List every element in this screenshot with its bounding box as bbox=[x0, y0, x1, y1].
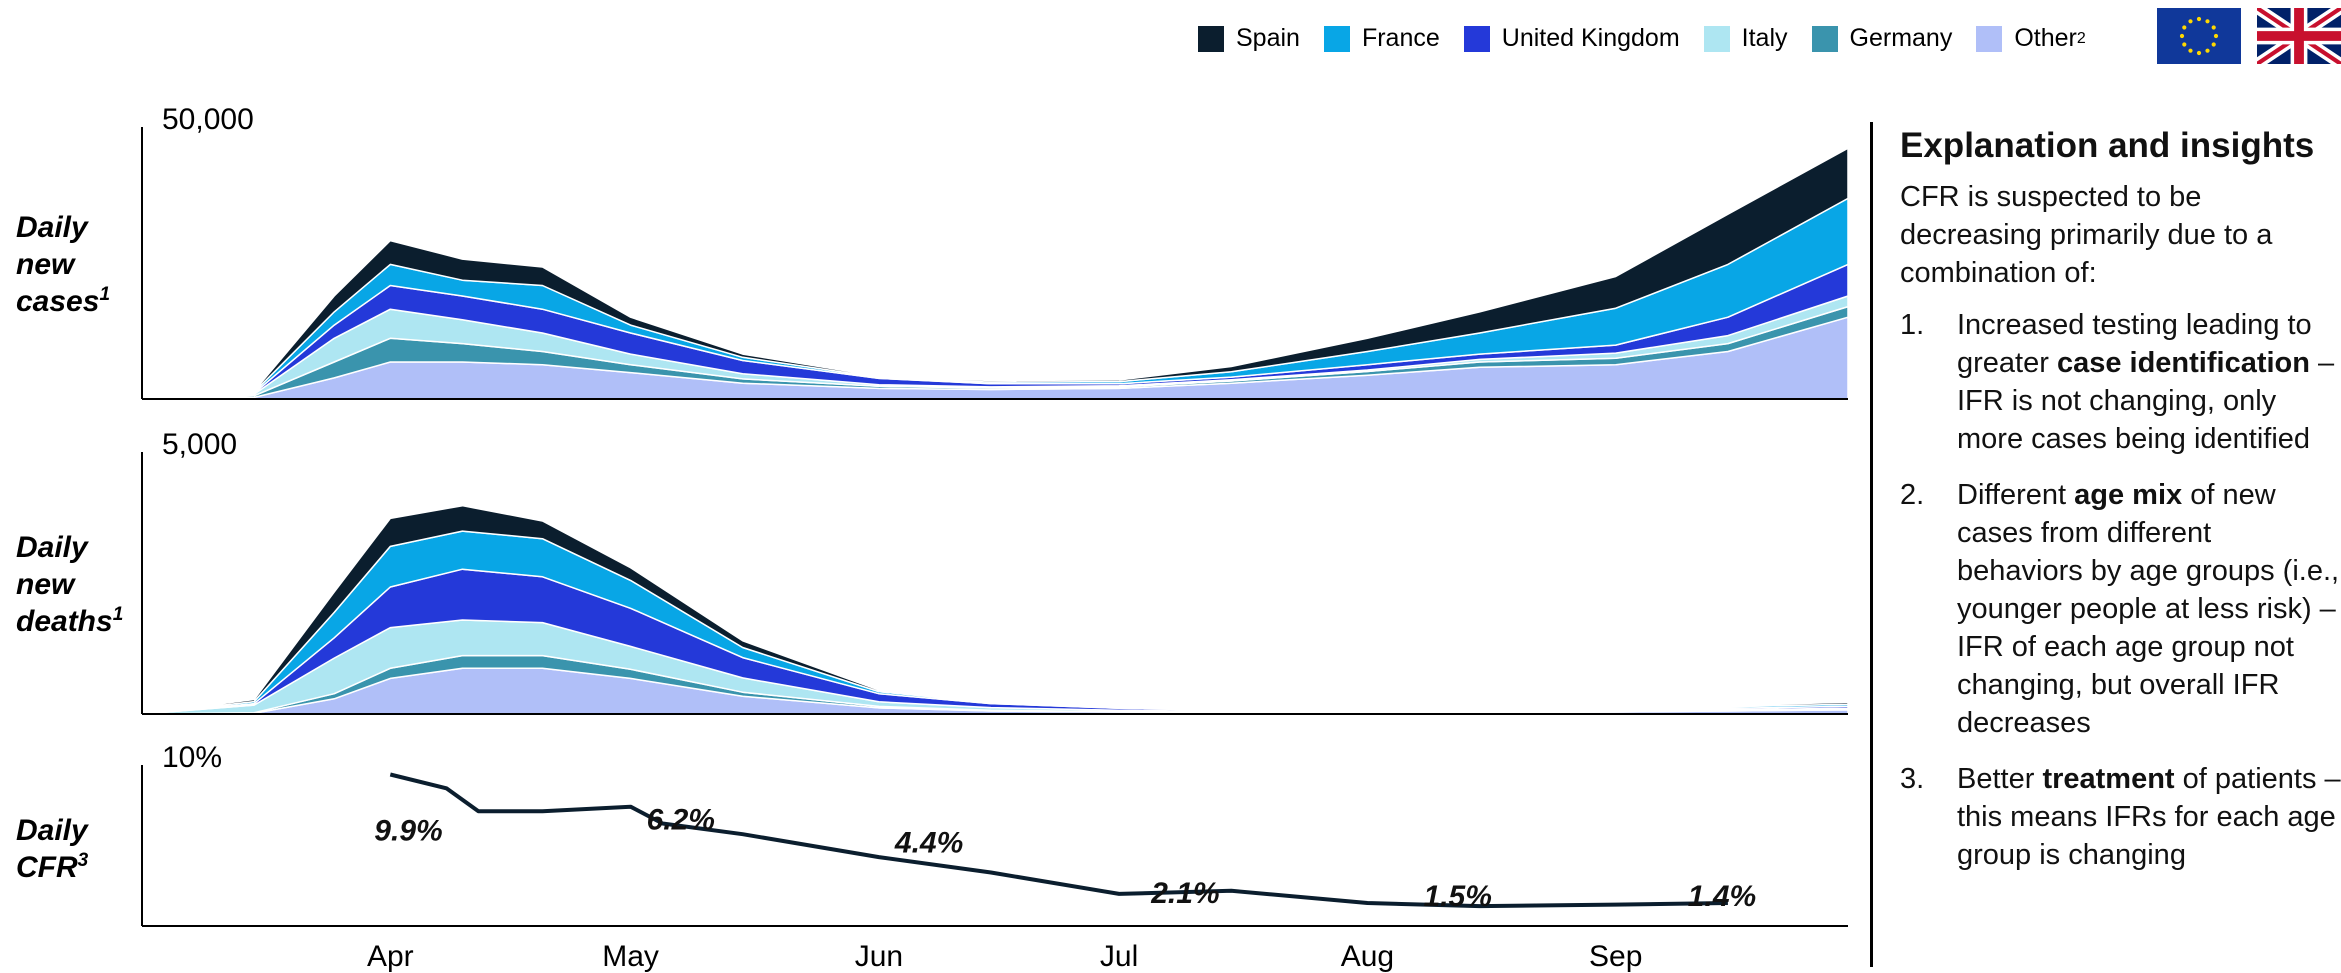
cfr-value-label: 2.1% bbox=[1150, 877, 1219, 910]
insight-text: Better bbox=[1957, 763, 2043, 795]
row-label-cfr-line2: CFR bbox=[16, 851, 78, 884]
legend-item-italy: Italy bbox=[1703, 24, 1788, 53]
insight-number: 1. bbox=[1900, 309, 1925, 341]
legend-label-uk: United Kingdom bbox=[1501, 24, 1680, 52]
insights-list: 1. Increased testing leading to greater c… bbox=[1900, 306, 2341, 874]
legend-swatch-other bbox=[1976, 25, 2003, 52]
legend-item-uk: United Kingdom bbox=[1463, 24, 1680, 53]
legend-swatch-italy bbox=[1703, 25, 1730, 52]
insights-title: Explanation and insights bbox=[1900, 126, 2315, 165]
x-tick-label: May bbox=[602, 940, 659, 973]
insight-item: 1. Increased testing leading to greater c… bbox=[1900, 306, 2341, 458]
row-label-cases: Daily new cases1 bbox=[16, 209, 110, 320]
row-label-cfr-footnote: 3 bbox=[77, 850, 89, 871]
uk-flag-icon bbox=[2257, 8, 2341, 64]
insight-text: of new cases from different behaviors by… bbox=[1957, 479, 2340, 739]
row-label-deaths: Daily new deaths1 bbox=[16, 529, 123, 640]
cfr-value-label: 1.5% bbox=[1424, 880, 1492, 913]
legend-label-france: France bbox=[1361, 24, 1440, 52]
row-label-cfr: Daily CFR3 bbox=[16, 812, 88, 886]
legend-swatch-germany bbox=[1811, 25, 1838, 52]
cfr-value-label: 6.2% bbox=[647, 804, 715, 837]
insights-intro: CFR is suspected to be decreasing primar… bbox=[1900, 181, 2273, 289]
insight-number: 3. bbox=[1900, 763, 1925, 795]
eu-flag-icon bbox=[2157, 8, 2241, 64]
legend-label-other: Other bbox=[2014, 24, 2077, 52]
row-label-cfr-line1: Daily bbox=[16, 814, 88, 847]
area-deaths-spain bbox=[141, 504, 1849, 715]
insight-number: 2. bbox=[1900, 479, 1925, 511]
insight-highlight: case identification bbox=[2056, 347, 2310, 379]
row-label-cases-line3: cases bbox=[16, 285, 100, 318]
row-label-deaths-footnote: 1 bbox=[112, 604, 124, 625]
row-label-cases-line1: Daily bbox=[16, 211, 88, 244]
row-label-cases-footnote: 1 bbox=[99, 284, 111, 305]
row-label-deaths-line2: new bbox=[16, 568, 75, 601]
row-label-cases-line2: new bbox=[16, 248, 75, 281]
insight-highlight: treatment bbox=[2042, 763, 2175, 795]
insight-text: Increased testing leading to greater bbox=[1957, 309, 2312, 379]
x-tick-label: Apr bbox=[367, 940, 414, 973]
insight-text: – IFR is not changing, only more cases b… bbox=[1957, 347, 2335, 455]
row-label-deaths-line3: deaths bbox=[16, 605, 113, 638]
legend-label-germany: Germany bbox=[1849, 24, 1953, 52]
insight-item: 3. Better treatment of patients – this me… bbox=[1900, 760, 2341, 874]
legend-swatch-france bbox=[1323, 25, 1350, 52]
insights-panel: Explanation and insights CFR is suspecte… bbox=[1900, 124, 2341, 892]
legend-item-other: Other 2 bbox=[1976, 24, 2086, 53]
cfr-chart: 9.9% 6.2% 4.4% 2.1% 1.5% 1.4% 10% bbox=[141, 741, 1848, 927]
legend-label-spain: Spain bbox=[1236, 24, 1300, 52]
panel-divider bbox=[1870, 122, 1873, 967]
y-tick-label: 10% bbox=[162, 741, 222, 774]
covid-charts: 50,000 5,000 9.9% 6.2% 4.4% 2.1% 1.5% 1.4% 10%… bbox=[141, 103, 1849, 973]
x-axis-months: Apr May Jun Jul Aug Sep bbox=[367, 940, 1642, 973]
cfr-value-label: 9.9% bbox=[374, 814, 442, 847]
x-tick-label: Aug bbox=[1341, 940, 1394, 973]
insight-item: 2. Different age mix of new cases from di… bbox=[1900, 476, 2341, 742]
legend-item-france: France bbox=[1323, 24, 1440, 53]
cfr-line bbox=[389, 772, 1728, 909]
area-cases-spain bbox=[141, 147, 1849, 400]
y-tick-label: 5,000 bbox=[162, 428, 237, 461]
x-tick-label: Jun bbox=[855, 940, 903, 973]
legend-swatch-spain bbox=[1198, 25, 1224, 52]
deaths-chart: 5,000 bbox=[141, 428, 1849, 715]
legend-swatch-uk bbox=[1463, 25, 1490, 52]
insight-highlight: age mix bbox=[2074, 479, 2183, 511]
insight-text: of patients – this means IFRs for each a… bbox=[1957, 763, 2341, 871]
cases-chart: 50,000 bbox=[141, 103, 1849, 400]
y-tick-label: 50,000 bbox=[162, 103, 254, 136]
legend-label-italy: Italy bbox=[1741, 24, 1788, 52]
x-tick-label: Sep bbox=[1589, 940, 1642, 973]
x-tick-label: Jul bbox=[1100, 940, 1138, 973]
legend-item-germany: Germany bbox=[1811, 24, 1953, 53]
insight-text: Different bbox=[1957, 479, 2075, 511]
row-label-deaths-line1: Daily bbox=[16, 531, 88, 564]
cfr-value-label: 1.4% bbox=[1688, 880, 1756, 913]
legend-item-spain: Spain bbox=[1198, 24, 1300, 53]
legend: Spain France United Kingdom Italy German… bbox=[1198, 24, 2110, 53]
cfr-value-label: 4.4% bbox=[894, 827, 963, 860]
